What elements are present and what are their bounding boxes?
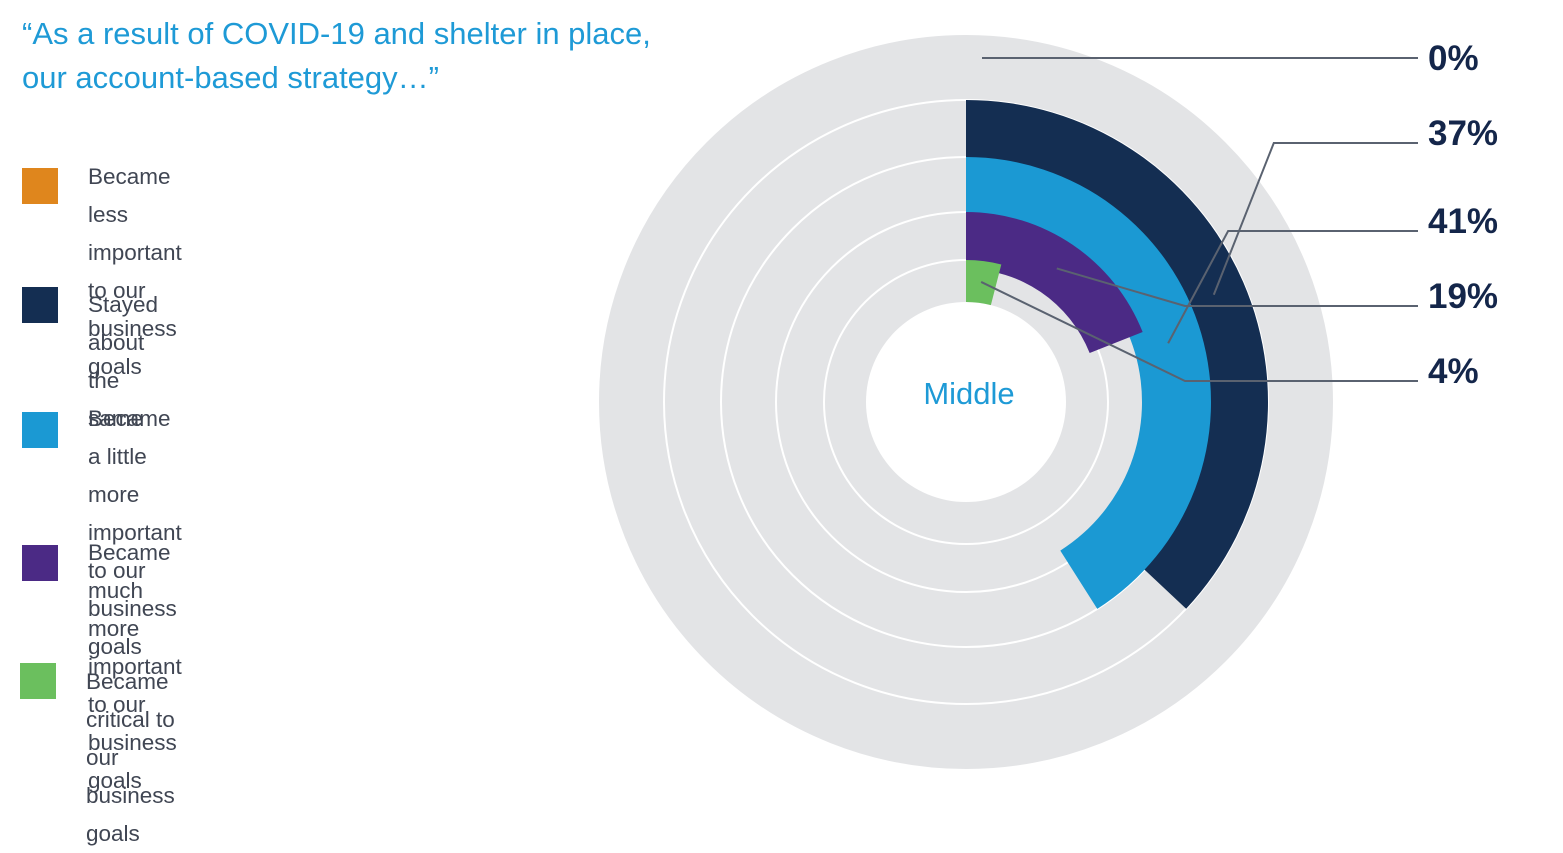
leader-line-3 — [1056, 267, 1418, 307]
center-label: Middle — [923, 376, 1014, 411]
legend-label: Became a little more important to our bu… — [88, 406, 182, 659]
legend-label: Stayed about the same — [88, 292, 159, 431]
value-label-1: 37% — [1428, 114, 1498, 153]
chart-title: “As a result of COVID-19 and shelter in … — [22, 16, 651, 95]
legend-swatch — [22, 168, 58, 204]
legend-swatch — [20, 663, 56, 699]
ring-bars — [966, 100, 1269, 609]
leader-lines — [980, 57, 1418, 382]
radial-bar-chart: 0% 37% 41% 19% 4% Middle — [597, 33, 1498, 771]
ring-bar-3 — [966, 212, 1143, 354]
value-labels: 0% 37% 41% 19% 4% — [1428, 39, 1498, 391]
ring-bar-2 — [966, 157, 1211, 609]
legend-swatch — [22, 545, 58, 581]
legend-label: Became less important to our business go… — [88, 164, 182, 379]
value-label-2: 41% — [1428, 202, 1498, 241]
legend-swatch — [22, 287, 58, 323]
value-label-4: 4% — [1428, 352, 1479, 391]
center-hole — [866, 302, 1066, 502]
legend-swatch — [22, 412, 58, 448]
value-label-0: 0% — [1428, 39, 1479, 78]
leader-line-4 — [980, 281, 1418, 382]
value-label-3: 19% — [1428, 277, 1498, 316]
leader-line-1 — [1212, 142, 1418, 296]
